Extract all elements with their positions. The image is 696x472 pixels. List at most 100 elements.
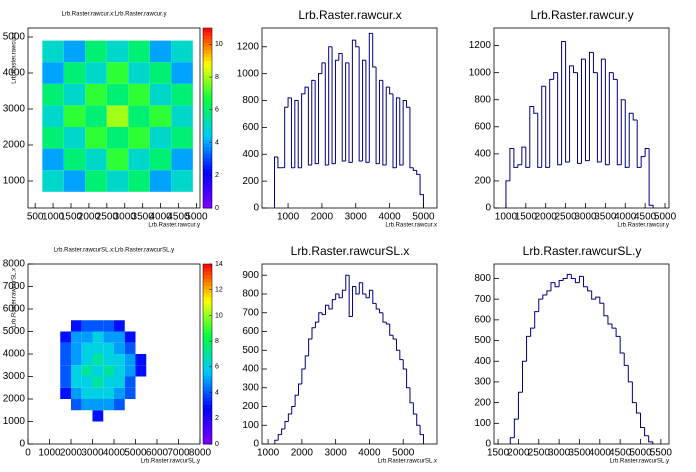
histogram-bin — [392, 93, 397, 169]
histogram-bin — [509, 147, 514, 181]
heat-cell — [135, 365, 147, 377]
histogram-bin — [554, 282, 560, 288]
colorbar-step — [203, 418, 212, 423]
x-tick-label: 1500 — [487, 448, 510, 459]
colorbar-step — [203, 436, 212, 441]
title-box — [522, 243, 642, 261]
colorbar-step — [203, 38, 212, 43]
histogram-bin — [314, 80, 319, 165]
z-tick-label: 6 — [215, 364, 219, 371]
z-tick-label: 14 — [215, 261, 223, 268]
colorbar-step — [203, 289, 212, 294]
heat-cell — [171, 40, 193, 63]
histogram-bin — [365, 60, 370, 163]
x-tick-label: 4000 — [149, 212, 172, 223]
histogram-bin — [399, 350, 404, 361]
histogram-bin — [307, 87, 312, 166]
colorbar-step — [203, 53, 212, 58]
x-tick-label: 3000 — [81, 448, 104, 459]
y-tick-label: 600 — [474, 121, 491, 132]
colorbar-step — [203, 154, 212, 159]
x-tick-label: 3500 — [132, 212, 155, 223]
x-tick-label: 1000 — [42, 212, 65, 223]
colorbar-step — [203, 146, 212, 151]
z-tick-label: 12 — [215, 287, 223, 294]
histogram-bin — [341, 289, 346, 298]
x-tick-label: 5000 — [392, 448, 415, 459]
histogram-bin — [538, 298, 543, 312]
chart-title: Lrb.Raster.rawcur.x — [298, 8, 401, 22]
colorbar-step — [203, 393, 212, 398]
x-tick-label: 4500 — [609, 448, 632, 459]
heat-cell — [149, 62, 172, 84]
histogram-bin — [277, 156, 282, 169]
colorbar-step — [203, 411, 212, 416]
colorbar-step — [203, 328, 212, 333]
histogram-bin — [362, 59, 366, 161]
heat-cell — [42, 170, 64, 192]
histogram-bin — [517, 164, 522, 168]
colorbar-step — [203, 31, 212, 36]
histogram-bin — [541, 85, 546, 168]
colorbar-step — [203, 161, 212, 166]
colorbar-step — [203, 274, 212, 279]
y-tick-label: 700 — [242, 307, 259, 318]
histogram-bin — [375, 303, 380, 310]
y-tick-label: 5000 — [3, 32, 26, 43]
x-tick-label: 500 — [27, 212, 44, 223]
histogram-bin — [368, 289, 373, 298]
x-tick-label: 5000 — [412, 212, 435, 223]
colorbar-step — [203, 49, 212, 54]
y-tick-label: 2000 — [3, 394, 26, 405]
histogram-bin — [517, 391, 523, 420]
histogram-bin — [595, 296, 600, 300]
heat-cell — [85, 62, 107, 84]
colorbar-step — [203, 296, 212, 301]
colorbar-step — [203, 114, 212, 119]
histogram-bin — [379, 309, 383, 314]
x-tick-label: 7000 — [167, 448, 190, 459]
histogram-bin — [395, 339, 400, 351]
heat-cell — [149, 127, 172, 149]
x-tick-label: 3000 — [574, 212, 597, 223]
heat-cell — [63, 83, 86, 106]
heat-cell — [124, 365, 136, 377]
histogram-bin — [321, 312, 326, 316]
histogram-bin — [570, 274, 576, 279]
chart-title: Lrb.Raster.rawcurSL.x — [291, 244, 410, 258]
plot-frame — [27, 27, 201, 209]
heat-cell — [85, 170, 107, 192]
histogram-bin — [382, 80, 387, 166]
histogram-bin — [620, 99, 626, 165]
z-tick-label: 8 — [215, 338, 219, 345]
y-tick-label: 200 — [242, 176, 259, 187]
y-tick-label: 800 — [242, 289, 259, 300]
heat-cell — [60, 354, 71, 366]
histogram-bin — [604, 59, 610, 166]
heat-cell — [71, 354, 82, 366]
colorbar-step — [203, 193, 212, 198]
histogram-bin — [612, 72, 618, 80]
histogram-bin — [542, 294, 547, 300]
histogram-bin — [549, 78, 554, 168]
y-axis-label: Lrb.Raster.rawcurSL.x — [12, 268, 18, 327]
histogram-bin — [623, 352, 629, 366]
histogram-bin — [311, 79, 316, 166]
heat-cell — [71, 387, 82, 399]
histogram-bin — [648, 435, 654, 444]
x-tick-label: 2500 — [528, 448, 551, 459]
histogram-bin — [362, 282, 367, 295]
heat-cell — [171, 148, 193, 171]
histogram-bin — [573, 65, 578, 74]
histogram-bin — [382, 312, 387, 323]
x-tick-label: 3000 — [345, 212, 368, 223]
x-tick-label: 3500 — [594, 212, 617, 223]
colorbar-step — [203, 107, 212, 112]
heat-cell — [92, 399, 104, 411]
colorbar-step — [203, 346, 212, 351]
colorbar-step — [203, 175, 212, 180]
heat-cell — [149, 40, 172, 63]
y-tick-label: 8000 — [3, 259, 26, 270]
histogram-bin — [338, 53, 343, 61]
colorbar-step — [203, 285, 212, 290]
